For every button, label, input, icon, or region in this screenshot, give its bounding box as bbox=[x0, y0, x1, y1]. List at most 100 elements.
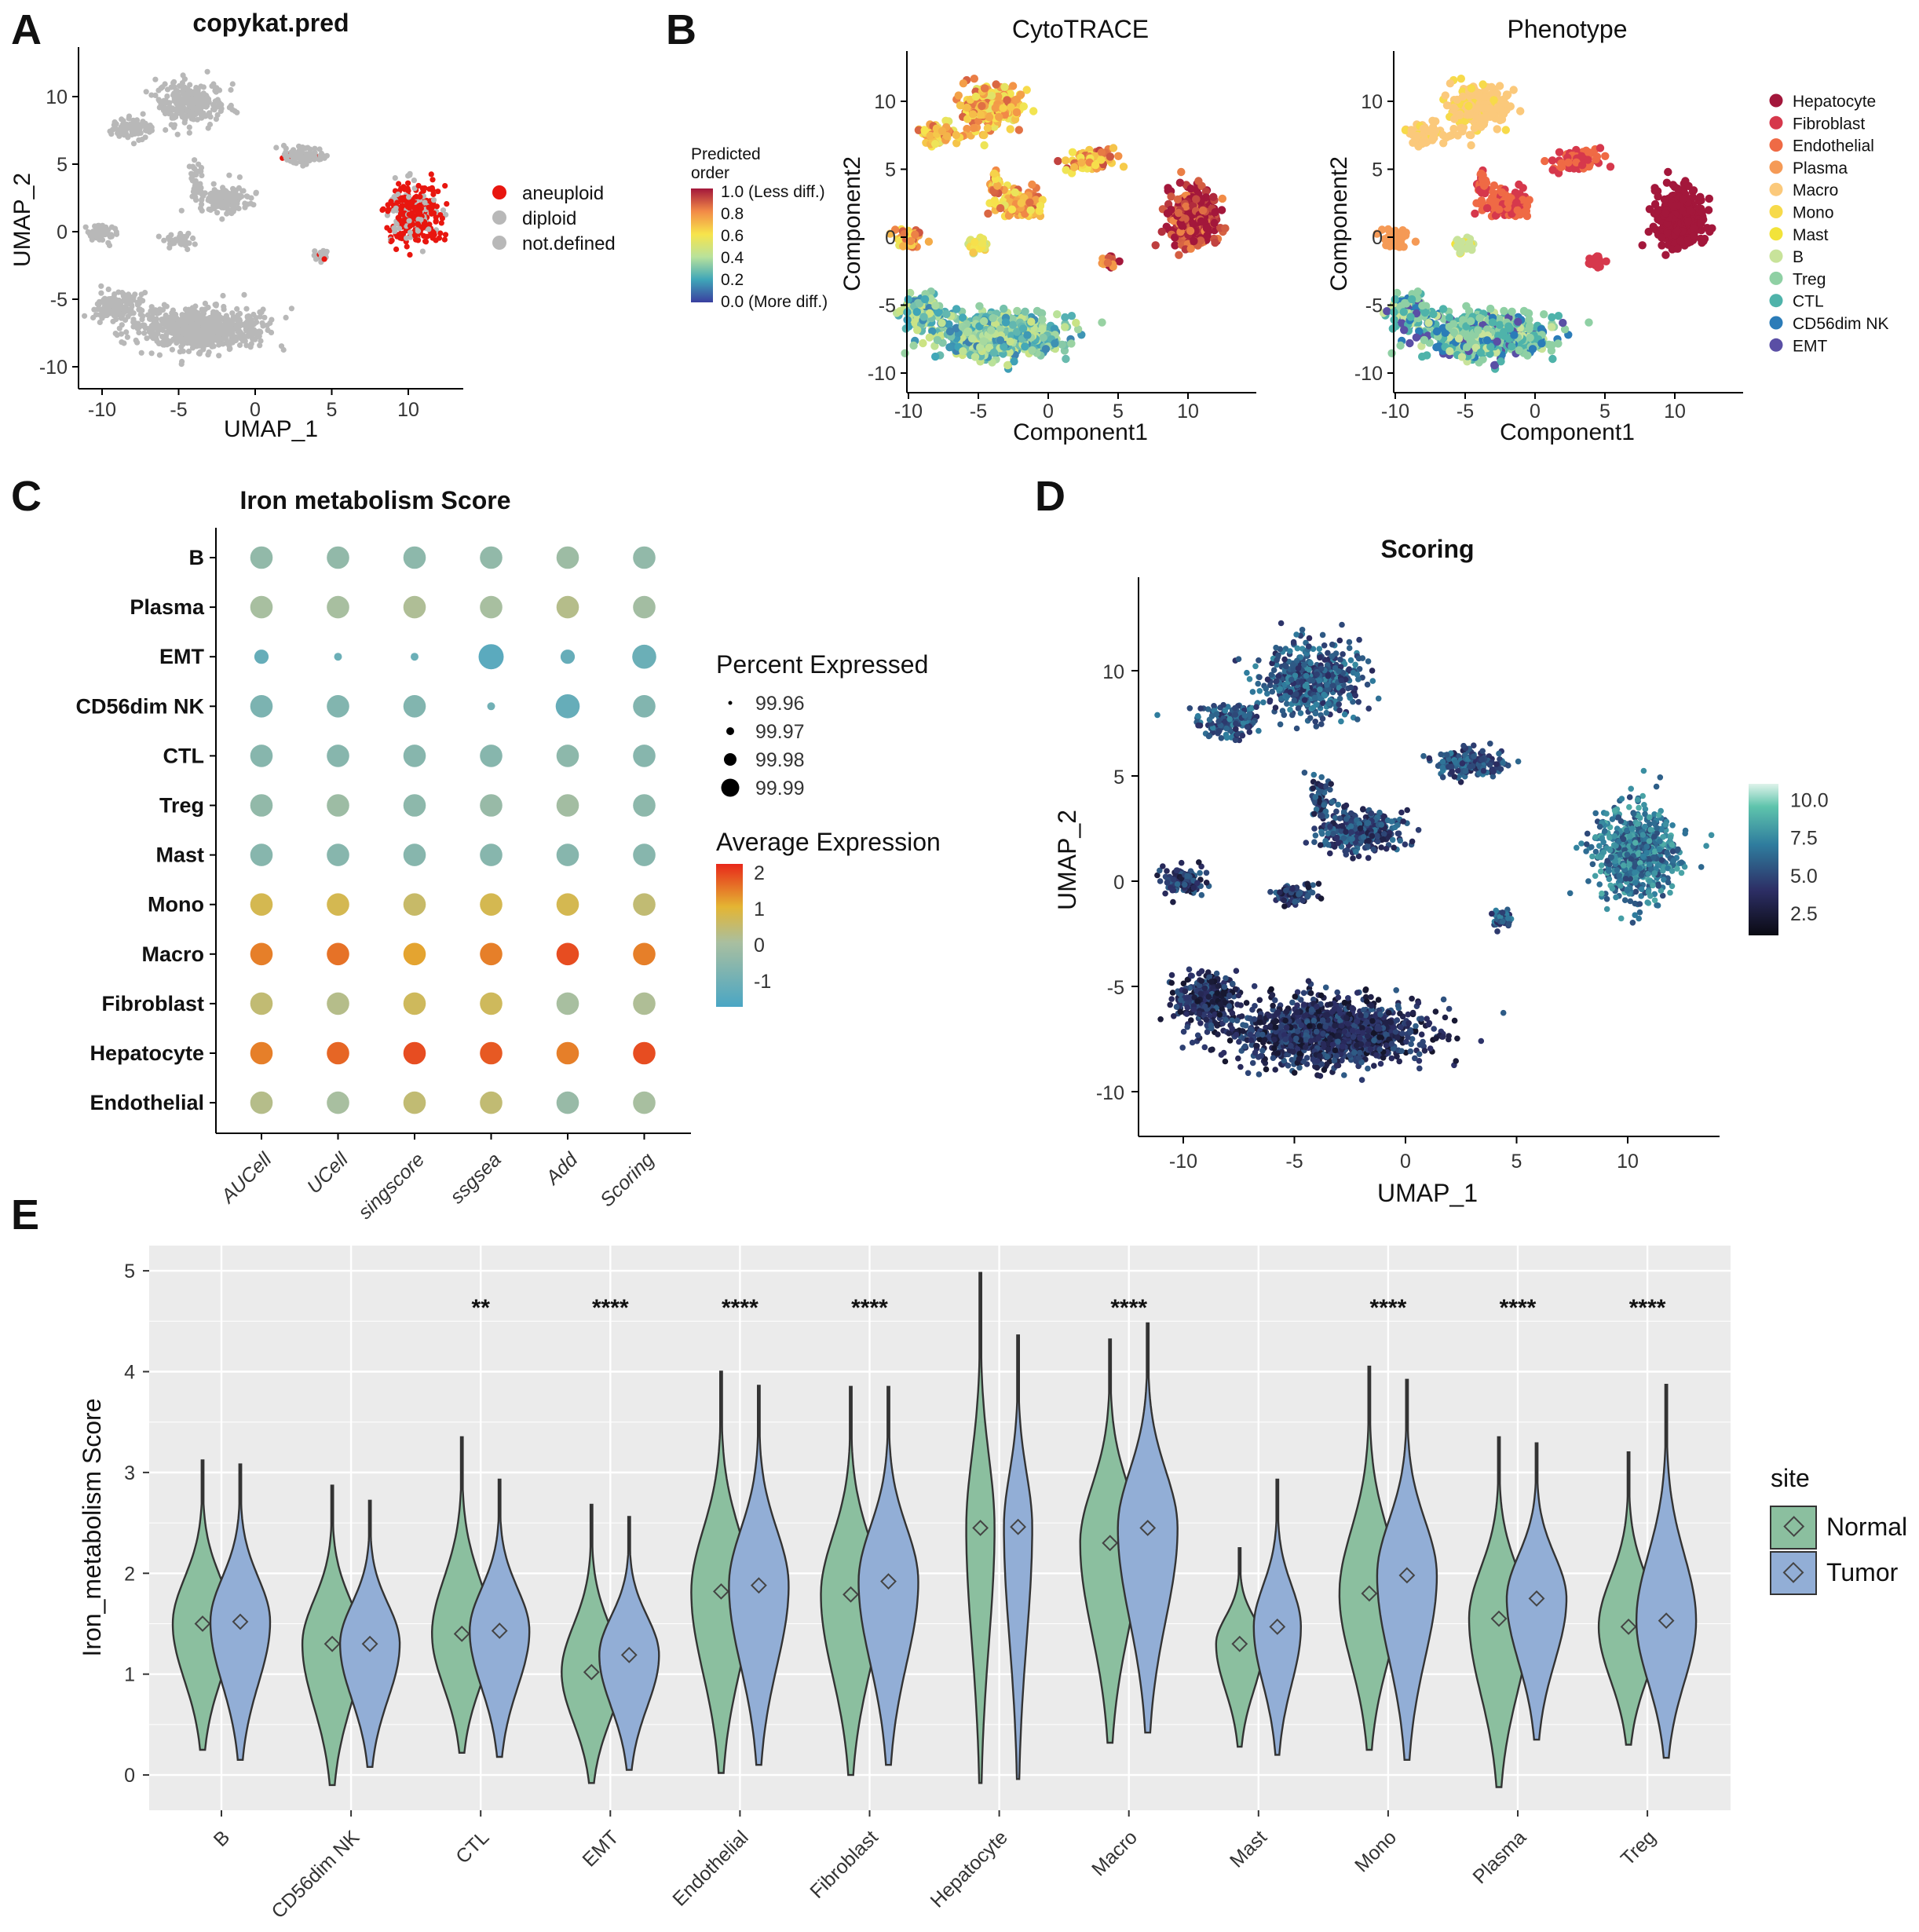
cell-point bbox=[1151, 241, 1160, 250]
panel-a-cell-point bbox=[444, 201, 450, 207]
panel-a-cell-point bbox=[152, 76, 159, 82]
cell-point bbox=[1069, 163, 1079, 172]
cell-point bbox=[968, 110, 978, 119]
cell-point bbox=[1488, 318, 1497, 327]
panel-a-cell-point bbox=[205, 352, 211, 358]
panel-a-cell-point bbox=[422, 199, 428, 206]
panel-a-cell-point bbox=[407, 223, 414, 229]
panel-a-cell-point bbox=[229, 207, 236, 213]
panel-a-cell-point bbox=[120, 298, 126, 304]
cell-point bbox=[1585, 318, 1593, 327]
ytick-label: 10 bbox=[874, 91, 896, 113]
panel-a-cell-point bbox=[229, 81, 236, 87]
cell-point bbox=[1067, 312, 1076, 320]
panel-a-cell-point bbox=[407, 251, 413, 258]
panel-a-cell-point bbox=[260, 306, 266, 313]
cell-point bbox=[983, 123, 992, 133]
panel-a-cell-point bbox=[397, 235, 404, 241]
cell-point bbox=[909, 341, 918, 350]
panel-a-cell-point bbox=[429, 177, 436, 183]
cell-point bbox=[1061, 156, 1070, 165]
panel-a-cell-point bbox=[144, 335, 150, 342]
cell-point bbox=[1038, 315, 1047, 324]
cell-point bbox=[1061, 323, 1069, 331]
panel-a-ytick-label: 0 bbox=[57, 221, 68, 243]
panel-a-cell-point bbox=[195, 310, 202, 317]
panel-a-cell-point bbox=[176, 334, 182, 340]
panel-a-cell-point bbox=[257, 342, 263, 349]
panel-a-cell-point bbox=[198, 327, 204, 333]
xtick-label: -10 bbox=[894, 401, 923, 423]
panel-a-cell-point bbox=[141, 330, 148, 336]
cell-point bbox=[1194, 177, 1203, 185]
panel-a-cell-point bbox=[239, 338, 246, 344]
panel-a-cell-point bbox=[114, 332, 120, 338]
panel-a-cell-point bbox=[253, 190, 259, 196]
panel-a-cell-point bbox=[384, 225, 390, 231]
panel-a-cell-point bbox=[320, 152, 327, 159]
panel-a-ytick-label: -5 bbox=[50, 289, 68, 311]
panel-a-cell-point bbox=[161, 302, 167, 308]
cell-point bbox=[975, 302, 984, 310]
cell-point bbox=[1186, 185, 1195, 193]
panel-a-cell-point bbox=[429, 185, 435, 191]
cell-point bbox=[1173, 195, 1182, 204]
panel-a-cell-point bbox=[429, 235, 436, 241]
cell-point bbox=[1474, 326, 1482, 335]
cytotrace-colorbar-tick: 0.2 bbox=[721, 271, 744, 289]
cell-point bbox=[1418, 352, 1427, 361]
cell-point bbox=[1446, 347, 1454, 356]
panel-a-cell-point bbox=[190, 235, 196, 241]
panel-a-cell-point bbox=[229, 317, 236, 324]
panel-label-b: B bbox=[666, 6, 696, 53]
panel-a-cell-point bbox=[148, 350, 155, 357]
cytotrace-colorbar bbox=[691, 188, 713, 302]
cell-point bbox=[980, 130, 989, 140]
panel-a-points bbox=[82, 68, 450, 368]
panel-a-cell-point bbox=[161, 237, 167, 243]
panel-a-cell-point bbox=[162, 81, 168, 87]
panel-a-cell-point bbox=[121, 309, 127, 315]
cell-point bbox=[1554, 339, 1563, 348]
cell-point bbox=[970, 75, 979, 83]
panel-a-cell-point bbox=[179, 358, 185, 364]
cell-point bbox=[984, 209, 992, 218]
panel-a-cell-point bbox=[227, 331, 233, 338]
panel-a-cell-point bbox=[192, 157, 198, 163]
panel-a-cell-point bbox=[141, 123, 147, 129]
panel-label-c: C bbox=[11, 473, 42, 520]
panel-a-cell-point bbox=[155, 97, 162, 103]
panel-label-d: D bbox=[1035, 473, 1066, 520]
panel-a-cell-point bbox=[413, 193, 419, 199]
panel-a-cell-point bbox=[192, 241, 198, 247]
panel-a-cell-point bbox=[311, 156, 317, 163]
panel-a-cell-point bbox=[406, 218, 412, 224]
panel-a-cell-point bbox=[248, 341, 254, 347]
cell-point bbox=[1407, 295, 1416, 304]
cell-point bbox=[987, 91, 996, 101]
panel-a-cell-point bbox=[214, 112, 221, 118]
panel-a-cell-point bbox=[199, 334, 205, 340]
panel-a-cell-point bbox=[213, 192, 219, 198]
panel-a-cell-point bbox=[430, 210, 437, 216]
cell-point bbox=[1119, 163, 1128, 171]
cell-point bbox=[1008, 320, 1018, 329]
panel-a-cell-point bbox=[130, 117, 137, 123]
panel-a-cell-point bbox=[171, 79, 177, 85]
cell-point bbox=[990, 169, 999, 178]
panel-a-cell-point bbox=[172, 97, 178, 104]
panel-a-ytick-label: 5 bbox=[57, 154, 68, 176]
panel-a-cell-point bbox=[119, 130, 126, 136]
panel-a-cell-point bbox=[100, 308, 107, 314]
panel-a-cell-point bbox=[269, 317, 275, 323]
panel-a-cell-point bbox=[426, 221, 433, 228]
panel-a-cell-point bbox=[107, 128, 113, 134]
cell-point bbox=[995, 112, 1003, 122]
panel-a-cell-point bbox=[190, 335, 196, 341]
panel-a-cell-point bbox=[244, 333, 250, 339]
panel-a-cell-point bbox=[113, 229, 119, 235]
panel-a-cell-point bbox=[98, 290, 104, 296]
cell-point bbox=[1510, 331, 1519, 339]
cell-point bbox=[1396, 341, 1405, 350]
